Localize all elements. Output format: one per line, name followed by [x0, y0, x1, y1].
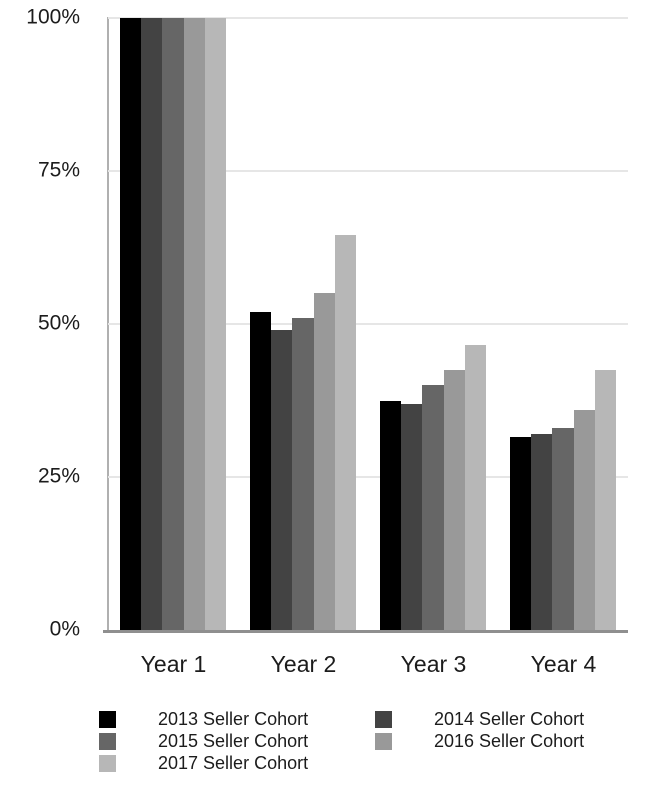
x-axis-label-year-2: Year 2: [270, 651, 337, 677]
legend-label-2013-seller-cohort: 2013 Seller Cohort: [158, 709, 309, 729]
bar-year-4-2014-seller-cohort: [530, 434, 553, 630]
legend: 2013 Seller Cohort 2014 Seller Cohort 2015…: [99, 709, 585, 773]
legend-label-2015-seller-cohort: 2015 Seller Cohort: [158, 731, 309, 751]
x-axis-label-year-1: Year 1: [140, 651, 207, 677]
bar-year-4-2013-seller-cohort: [509, 437, 531, 630]
bar-year-2-2014-seller-cohort: [270, 330, 293, 630]
bar-year-3-2016-seller-cohort: [443, 369, 466, 630]
bar-year-1-2013-seller-cohort: [119, 18, 141, 630]
y-axis-tick-label-75: 75%: [37, 158, 80, 182]
legend-item-2014-seller-cohort: 2014 Seller Cohort: [375, 709, 585, 729]
bar-year-2-2015-seller-cohort: [292, 317, 314, 630]
bar-year-1-2014-seller-cohort: [140, 18, 163, 630]
legend-item-2016-seller-cohort: 2016 Seller Cohort: [375, 731, 585, 751]
legend-label-2016-seller-cohort: 2016 Seller Cohort: [434, 731, 585, 751]
legend-label-2017-seller-cohort: 2017 Seller Cohort: [158, 753, 309, 773]
gridline-25: [108, 476, 628, 478]
legend-swatch-2013-seller-cohort: [99, 711, 116, 728]
bar-year-3-2017-seller-cohort: [465, 345, 487, 630]
gridline-100: [108, 17, 628, 19]
bar-year-2-2017-seller-cohort: [335, 235, 357, 630]
bar-year-3-2013-seller-cohort: [379, 400, 401, 630]
legend-swatch-2014-seller-cohort: [375, 711, 392, 728]
gridline-50: [108, 323, 628, 325]
bar-year-3-2014-seller-cohort: [400, 403, 423, 630]
y-axis-tick-label-0: 0%: [49, 617, 80, 641]
bar-year-4-2015-seller-cohort: [552, 428, 574, 630]
bar-year-3-2015-seller-cohort: [422, 385, 444, 630]
legend-item-2015-seller-cohort: 2015 Seller Cohort: [99, 731, 375, 751]
legend-item-2017-seller-cohort: 2017 Seller Cohort: [99, 753, 375, 773]
legend-swatch-2016-seller-cohort: [375, 733, 392, 750]
bar-year-4-2016-seller-cohort: [573, 409, 596, 630]
y-axis-tick-label-25: 25%: [37, 464, 80, 488]
legend-swatch-2015-seller-cohort: [99, 733, 116, 750]
bar-year-1-2015-seller-cohort: [162, 18, 184, 630]
legend-label-2014-seller-cohort: 2014 Seller Cohort: [434, 709, 585, 729]
bar-year-2-2016-seller-cohort: [313, 293, 336, 630]
x-axis-line: [103, 630, 628, 633]
bar-year-4-2017-seller-cohort: [595, 369, 617, 630]
bar-year-1-2016-seller-cohort: [183, 18, 206, 630]
y-axis-tick-label-50: 50%: [37, 311, 80, 335]
bar-year-1-2017-seller-cohort: [205, 18, 227, 630]
legend-item-2013-seller-cohort: 2013 Seller Cohort: [99, 709, 375, 729]
bar-year-2-2013-seller-cohort: [249, 311, 271, 630]
y-axis-tick-label-100: 100%: [26, 5, 80, 29]
legend-swatch-2017-seller-cohort: [99, 755, 116, 772]
x-axis-label-year-3: Year 3: [400, 651, 467, 677]
gridline-75: [108, 170, 628, 172]
x-axis-label-year-4: Year 4: [530, 651, 597, 677]
